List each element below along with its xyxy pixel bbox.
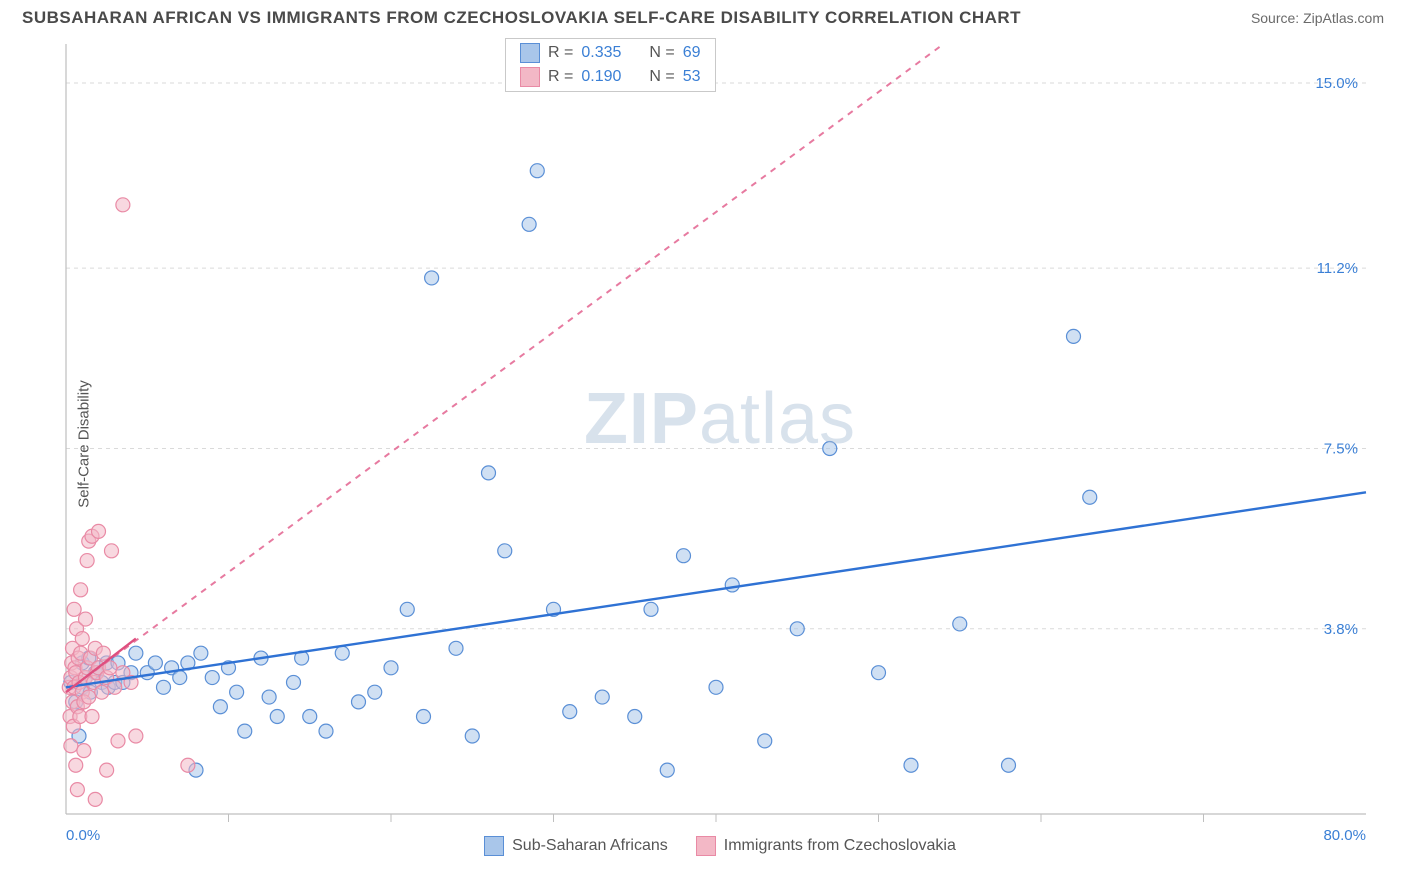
series-legend-item: Immigrants from Czechoslovakia <box>696 836 956 856</box>
series-legend: Sub-Saharan Africans Immigrants from Czec… <box>50 836 1390 856</box>
legend-swatch <box>484 836 504 856</box>
series-legend-item: Sub-Saharan Africans <box>484 836 668 856</box>
legend-swatch <box>520 43 540 63</box>
svg-text:15.0%: 15.0% <box>1315 75 1358 92</box>
series-name: Immigrants from Czechoslovakia <box>724 837 956 855</box>
stats-legend: R = 0.335N = 69R = 0.190N = 53 <box>505 38 716 92</box>
stats-legend-row: R = 0.190N = 53 <box>506 65 715 89</box>
legend-swatch <box>520 67 540 87</box>
y-axis-label: Self-Care Disability <box>75 380 92 508</box>
stats-legend-row: R = 0.335N = 69 <box>506 41 715 65</box>
source-label: Source: ZipAtlas.com <box>1251 10 1384 26</box>
series-name: Sub-Saharan Africans <box>512 837 668 855</box>
svg-text:3.8%: 3.8% <box>1324 621 1358 638</box>
correlation-chart: 3.8%7.5%11.2%15.0%0.0%80.0% <box>50 34 1390 854</box>
svg-text:7.5%: 7.5% <box>1324 440 1358 457</box>
legend-swatch <box>696 836 716 856</box>
svg-text:11.2%: 11.2% <box>1317 260 1358 277</box>
chart-title: SUBSAHARAN AFRICAN VS IMMIGRANTS FROM CZ… <box>22 8 1021 28</box>
